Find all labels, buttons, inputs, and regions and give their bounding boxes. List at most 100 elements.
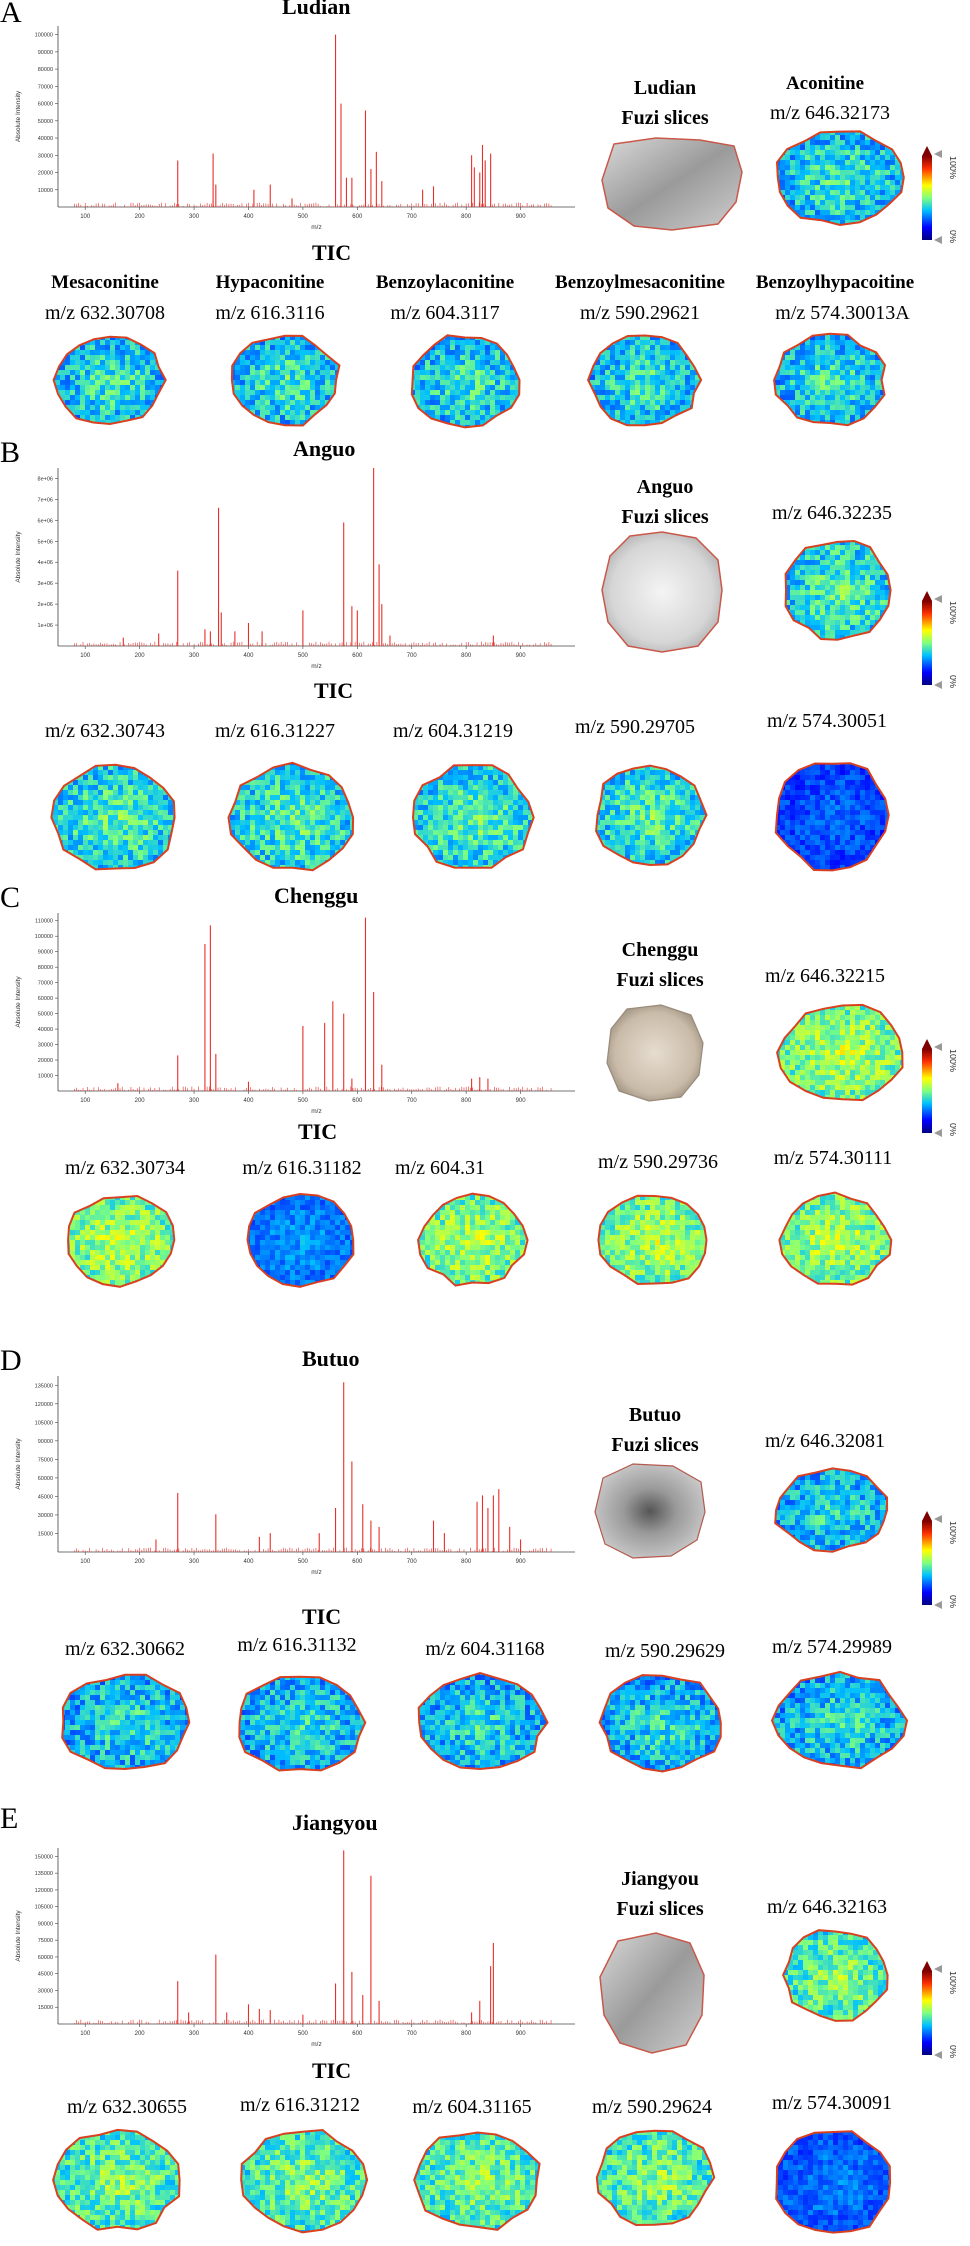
intensity-scale: 100% 0% <box>922 1961 956 2059</box>
tic-label: TIC <box>312 240 352 265</box>
mz-value: m/z 632.30734 <box>65 1157 185 1179</box>
msi-heatmap <box>52 335 167 426</box>
x-tick-label: 200 <box>135 214 146 220</box>
fuzi-slices-label: Ludian Fuzi slices <box>600 73 730 133</box>
mz-value: m/z 616.3116 <box>215 302 325 324</box>
y-tick-label: 30000 <box>38 1988 53 1994</box>
panel-c: C Chenggu 10000 20000 30000 40000 50000 60000… <box>0 881 970 1315</box>
msi-heatmap <box>598 1674 722 1773</box>
x-tick-label: 600 <box>352 2031 363 2037</box>
scale-arrow <box>922 1511 932 1521</box>
y-axis-label: Absolute Intensity <box>15 531 22 583</box>
msi-outline <box>417 1192 529 1287</box>
slice-photo-shape <box>606 1004 704 1102</box>
y-tick-label: 50000 <box>38 1012 53 1018</box>
msi-heatmap <box>770 1670 909 1770</box>
x-tick-label: 200 <box>135 653 146 659</box>
x-tick-label: 700 <box>407 653 418 659</box>
mz-value: m/z 604.31165 <box>412 2096 532 2118</box>
x-tick-label: 800 <box>461 214 472 220</box>
y-tick-label: 30000 <box>38 1513 53 1519</box>
compound-name: Benzoylmesaconitine <box>555 272 725 293</box>
mz-value: m/z 646.32163 <box>767 1896 887 1918</box>
x-tick-label: 100 <box>80 653 91 659</box>
scale-min-label: 0% <box>948 1123 956 1136</box>
fuzi-slices-label: Anguo Fuzi slices <box>600 472 730 532</box>
y-tick-label: 75000 <box>38 1938 53 1944</box>
y-tick-label: 90000 <box>38 1439 53 1445</box>
y-tick-label: 4e+06 <box>38 560 53 566</box>
y-tick-label: 60000 <box>38 1476 53 1482</box>
scale-marker <box>934 150 942 158</box>
y-tick-label: 5e+06 <box>38 539 53 545</box>
y-tick-label: 90000 <box>38 1921 53 1927</box>
y-tick-label: 135000 <box>35 1383 53 1389</box>
msi-heatmap <box>595 764 708 867</box>
slice-photo-shape <box>599 1932 705 2054</box>
msi-heatmap <box>227 761 355 872</box>
intensity-scale: 100% 0% <box>922 146 956 244</box>
mz-value: m/z 616.31182 <box>242 1157 362 1179</box>
compound-name: Benzoylhypacoitine <box>755 272 915 293</box>
tic-label: TIC <box>298 1119 338 1144</box>
y-tick-label: 30000 <box>38 1043 53 1049</box>
mz-value: m/z 604.31 <box>395 1157 485 1179</box>
x-tick-label: 400 <box>243 1559 254 1565</box>
y-tick-label: 90000 <box>38 50 53 56</box>
msi-outline <box>67 1194 176 1288</box>
x-tick-label: 800 <box>461 1098 472 1104</box>
y-tick-label: 80000 <box>38 965 53 971</box>
msi-outline <box>238 1675 367 1772</box>
x-tick-label: 600 <box>352 1098 363 1104</box>
scale-marker <box>934 1043 942 1051</box>
msi-heatmap <box>417 1671 549 1771</box>
y-tick-label: 10000 <box>38 188 53 194</box>
mz-value: m/z 646.32215 <box>765 965 885 987</box>
y-tick-label: 7e+06 <box>38 497 53 503</box>
mz-value: m/z 574.30051 <box>767 710 887 732</box>
msi-outline <box>587 334 703 427</box>
msi-outline <box>775 130 905 227</box>
y-tick-label: 100000 <box>35 33 53 39</box>
msi-heatmap <box>67 1194 176 1288</box>
mz-value: m/z 590.29629 <box>605 1640 725 1662</box>
x-tick-label: 400 <box>243 1098 254 1104</box>
location-slice-name: Butuo <box>628 1404 682 1426</box>
x-tick-label: 800 <box>461 653 472 659</box>
mz-value: m/z 574.30091 <box>772 2092 892 2114</box>
y-tick-label: 1e+06 <box>38 623 53 629</box>
msi-outline <box>773 332 887 427</box>
msi-heatmap <box>597 1194 708 1286</box>
msi-heatmap <box>238 1675 367 1772</box>
location-slice-name: Jiangyou <box>621 1868 699 1890</box>
msi-heatmap <box>782 1929 889 2022</box>
tic-label: TIC <box>314 678 354 703</box>
msi-heatmap <box>413 2131 541 2231</box>
x-tick-label: 700 <box>407 214 418 220</box>
scale-max-label: 100% <box>948 1049 956 1072</box>
scale-marker <box>934 1129 942 1137</box>
scale-marker <box>934 1965 942 1973</box>
mz-value: m/z 604.31219 <box>393 720 513 742</box>
y-tick-label: 120000 <box>35 1402 53 1408</box>
mz-value: m/z 646.32235 <box>772 502 892 524</box>
mass-spectrum: 15000 30000 45000 60000 75000 90000 105000 1200… <box>15 1848 575 2048</box>
mass-spectrum: 1e+06 2e+06 3e+06 4e+06 5e+06 6e+06 7e+06 8e+06… <box>15 468 575 670</box>
y-tick-label: 70000 <box>38 981 53 987</box>
panel-a: A Ludian 10000 20000 30000 40000 50000 60000 7… <box>0 0 970 324</box>
scale-arrow <box>922 1961 932 1971</box>
x-tick-label: 500 <box>298 1559 309 1565</box>
x-tick-label: 100 <box>80 1098 91 1104</box>
scale-min-label: 0% <box>948 2045 956 2058</box>
msi-heatmap <box>776 1003 904 1102</box>
msi-heatmap <box>595 2129 716 2227</box>
mass-spectrum: 15000 30000 45000 60000 75000 90000 105000 1200… <box>15 1376 575 1576</box>
scale-marker <box>934 1601 942 1609</box>
msi-outline <box>246 1192 355 1288</box>
msi-heatmap <box>417 1192 529 1287</box>
fuzi-slices-text: Fuzi slices <box>621 506 709 528</box>
scale-gradient <box>922 1521 932 1605</box>
msi-outline <box>411 764 535 869</box>
x-tick-label: 600 <box>352 1559 363 1565</box>
mz-value: m/z 632.30655 <box>67 2096 187 2118</box>
